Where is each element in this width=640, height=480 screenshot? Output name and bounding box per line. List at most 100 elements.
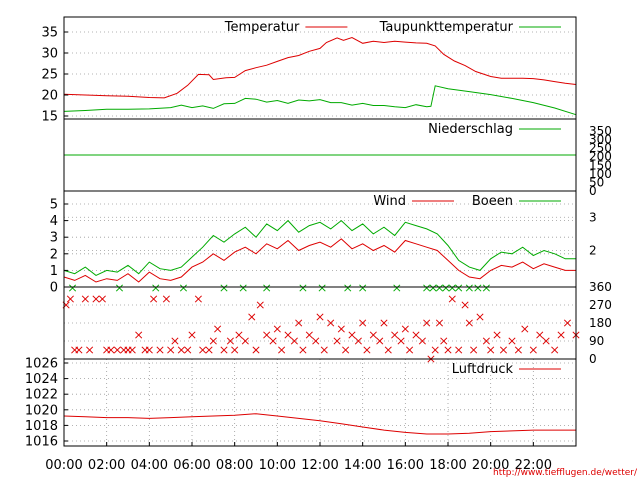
wind_direction-point: [363, 346, 371, 354]
pressure-ytick-label: 1026: [25, 357, 58, 372]
wind_direction-point: [448, 295, 456, 303]
data-layer: [62, 36, 580, 435]
precipitation-ytick-label: 0: [589, 184, 597, 198]
point-stroke: [327, 319, 335, 327]
point-stroke: [177, 346, 185, 354]
point-stroke: [423, 284, 431, 292]
x-tick-label: 02:00: [88, 458, 125, 473]
point-stroke: [179, 284, 188, 292]
temperature-line-temperatur: [63, 36, 577, 99]
precipitation-ytick-label: 250: [589, 141, 612, 155]
wind-legend-label: Wind: [373, 194, 406, 209]
pressure-ytick-label: 1022: [25, 388, 58, 403]
point-stroke: [429, 284, 437, 292]
x-tick-label: 00:00: [45, 458, 82, 473]
point-stroke: [150, 295, 158, 303]
wind_direction-point: [344, 284, 352, 292]
wind_direction-point: [263, 331, 271, 339]
point-stroke: [113, 346, 121, 354]
point-stroke: [188, 331, 196, 339]
wind_direction-point: [557, 331, 565, 339]
wind_direction-point: [107, 346, 115, 354]
wind_direction-point: [380, 319, 388, 327]
wind_direction-point: [461, 301, 469, 309]
temperature-legend-label: Taupunkttemperatur: [379, 20, 514, 35]
point-stroke: [239, 284, 247, 292]
wind_direction-point: [542, 337, 550, 345]
point-stroke: [529, 346, 537, 354]
temperature-ytick-label: 30: [41, 47, 58, 62]
wind_direction-point: [115, 284, 124, 292]
point-stroke: [384, 346, 392, 354]
wind_direction-point: [391, 331, 399, 339]
point-stroke: [231, 346, 239, 354]
wind_direction-point: [156, 346, 164, 354]
grid-layer: [64, 31, 576, 446]
wind_direction-point: [448, 284, 456, 292]
point-stroke: [448, 284, 456, 292]
point-stroke: [252, 346, 260, 354]
wind_direction-point: [476, 313, 484, 321]
wind_direction-point: [418, 337, 426, 345]
wind_direction-point: [455, 346, 463, 354]
point-stroke: [333, 337, 341, 345]
point-stroke: [128, 346, 136, 354]
wind_direction-point: [320, 346, 328, 354]
wind_direction-point: [220, 284, 228, 292]
wind-line-boeen: [63, 219, 576, 276]
point-stroke: [359, 319, 367, 327]
wind_direction-point: [384, 346, 392, 354]
point-stroke: [167, 346, 175, 354]
wind_direction-point: [465, 284, 473, 292]
point-stroke: [305, 331, 313, 339]
point-stroke: [363, 346, 371, 354]
point-stroke: [482, 337, 490, 345]
wind_direction-point: [81, 295, 89, 303]
wind_direction-point: [162, 295, 170, 303]
point-stroke: [354, 337, 362, 345]
point-stroke: [499, 346, 508, 354]
point-stroke: [435, 319, 444, 327]
wind_direction-point: [226, 337, 234, 345]
wind_direction-right-tick-label: 90: [589, 334, 604, 348]
point-stroke: [380, 319, 388, 327]
precipitation-ytick-label: 200: [589, 150, 612, 164]
pressure-ytick-label: 1024: [25, 372, 58, 387]
point-stroke: [455, 284, 463, 292]
wind_direction-right-tick-label: 0: [589, 352, 597, 366]
point-stroke: [557, 331, 565, 339]
point-stroke: [337, 325, 345, 333]
wind_direction-point: [342, 346, 350, 354]
point-stroke: [508, 337, 516, 345]
point-stroke: [115, 284, 124, 292]
point-stroke: [393, 284, 401, 292]
wind-right-tick-label: 3: [589, 210, 597, 224]
point-stroke: [401, 325, 409, 333]
wind_direction-point: [248, 313, 256, 321]
point-stroke: [66, 295, 74, 303]
wind_direction-point: [278, 346, 286, 354]
point-stroke: [248, 313, 256, 321]
credit-url[interactable]: http://www.tiefflugen.de/wetter/: [493, 468, 638, 478]
point-stroke: [344, 284, 352, 292]
point-stroke: [444, 346, 452, 354]
point-stroke: [68, 284, 77, 292]
wind_direction-point: [431, 346, 439, 354]
wind_direction-point: [152, 284, 160, 292]
wind_direction-point: [299, 284, 307, 292]
wind_direction-point: [529, 346, 537, 354]
point-stroke: [476, 313, 484, 321]
point-stroke: [455, 346, 463, 354]
wind_direction-point: [273, 325, 281, 333]
point-stroke: [81, 295, 89, 303]
wind_direction-point: [235, 331, 243, 339]
wind_direction-point: [171, 337, 179, 345]
point-stroke: [448, 295, 456, 303]
point-stroke: [171, 337, 179, 345]
wind_direction-point: [241, 337, 249, 345]
wind_direction-right-tick-label: 270: [589, 298, 612, 312]
temperature-ytick-label: 15: [41, 110, 58, 125]
point-stroke: [92, 295, 100, 303]
point-stroke: [290, 337, 298, 345]
